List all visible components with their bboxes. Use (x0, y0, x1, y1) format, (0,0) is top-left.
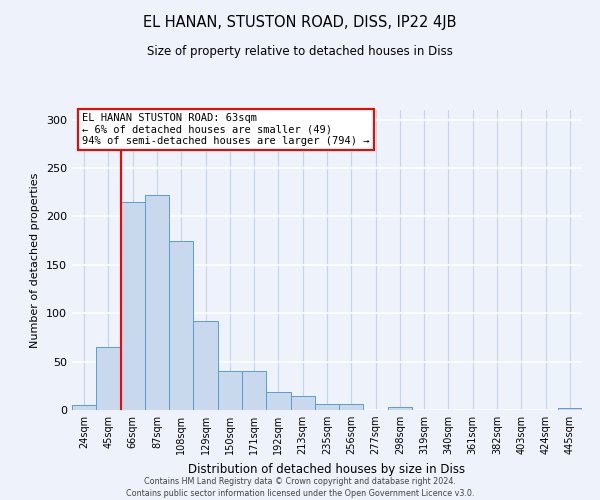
Text: Contains HM Land Registry data © Crown copyright and database right 2024.: Contains HM Land Registry data © Crown c… (144, 478, 456, 486)
Bar (193, 321, 218, 410)
Text: Size of property relative to detached houses in Diss: Size of property relative to detached ho… (147, 45, 453, 58)
Bar (169, 240, 193, 410)
Bar (315, 404, 339, 410)
Text: EL HANAN STUSTON ROAD: 63sqm
← 6% of detached houses are smaller (49)
94% of sem: EL HANAN STUSTON ROAD: 63sqm ← 6% of det… (82, 113, 370, 146)
Bar (145, 195, 169, 410)
Text: Contains public sector information licensed under the Open Government Licence v3: Contains public sector information licen… (126, 489, 474, 498)
Y-axis label: Number of detached properties: Number of detached properties (31, 172, 40, 348)
Bar (558, 408, 582, 410)
Bar (218, 372, 242, 410)
Bar (121, 202, 145, 410)
Bar (96, 347, 121, 410)
Text: EL HANAN, STUSTON ROAD, DISS, IP22 4JB: EL HANAN, STUSTON ROAD, DISS, IP22 4JB (143, 15, 457, 30)
Bar (290, 396, 315, 410)
Bar (72, 405, 96, 410)
Bar (339, 404, 364, 410)
Bar (388, 407, 412, 410)
Bar (266, 392, 290, 410)
Bar (242, 372, 266, 410)
X-axis label: Distribution of detached houses by size in Diss: Distribution of detached houses by size … (188, 462, 466, 475)
